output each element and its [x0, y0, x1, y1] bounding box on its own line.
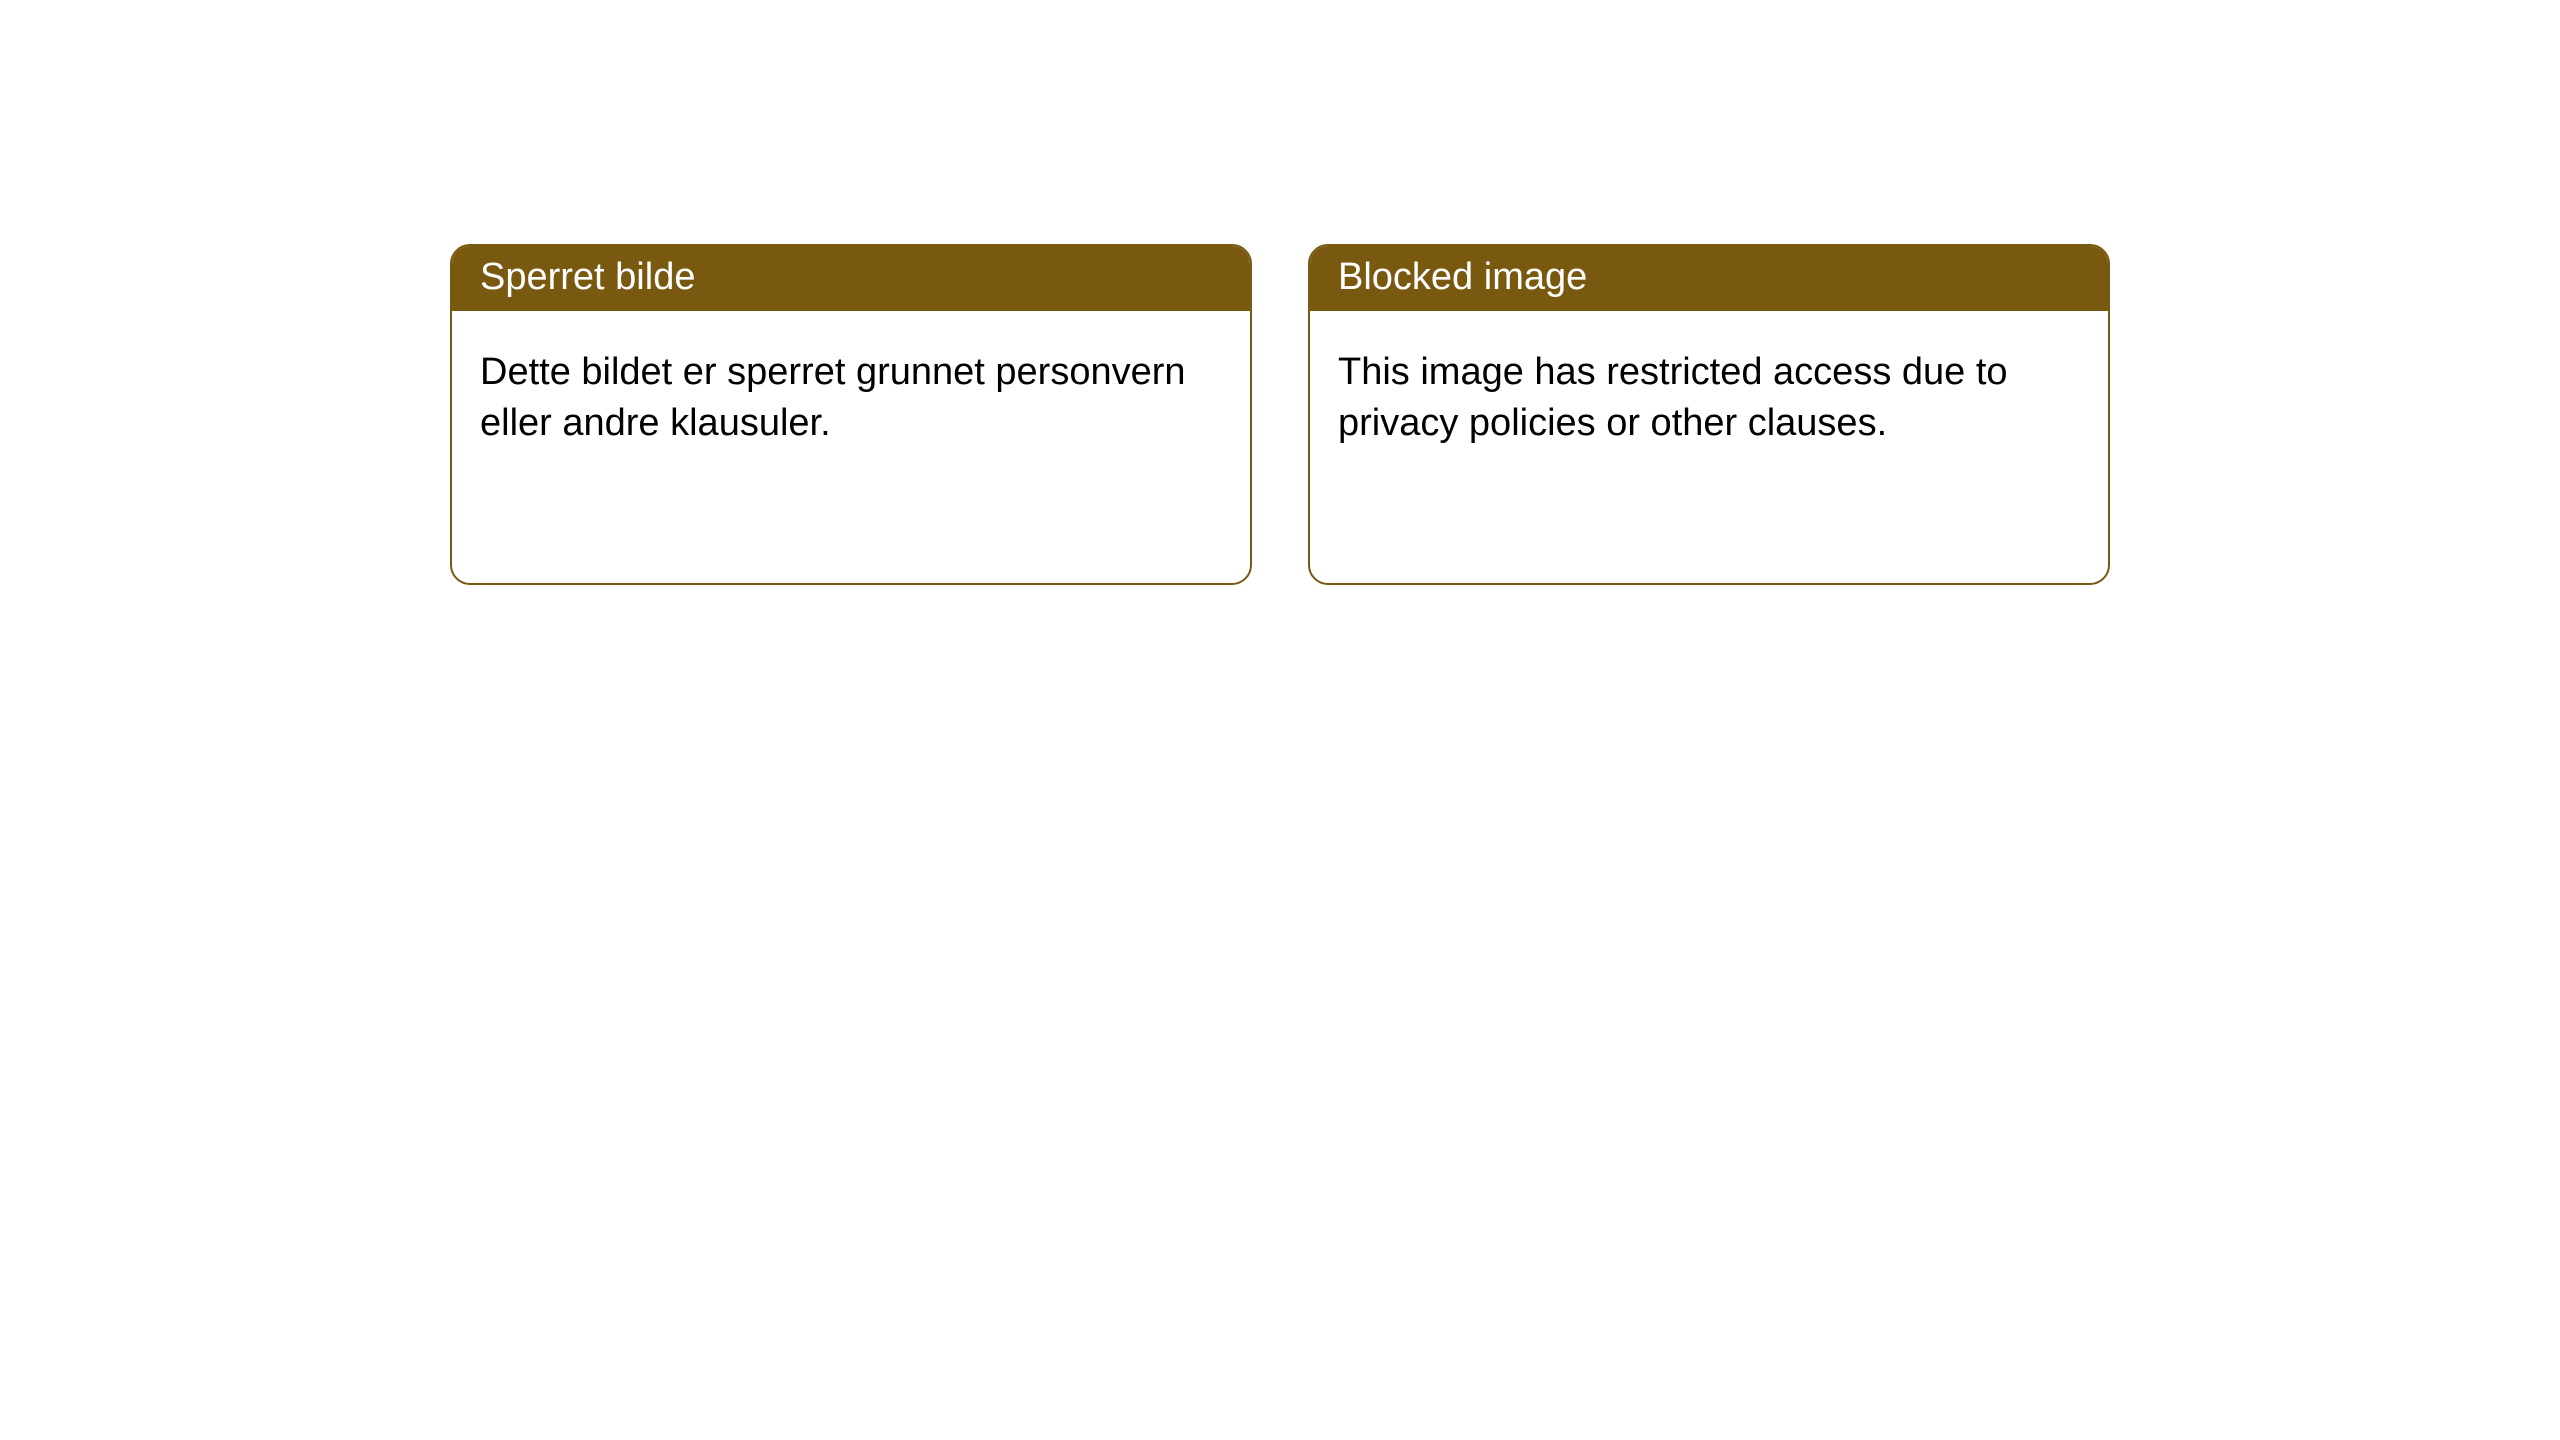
notice-text-english: This image has restricted access due to … — [1338, 347, 2080, 450]
blocked-image-notice-norwegian: Sperret bilde Dette bildet er sperret gr… — [450, 244, 1252, 585]
notice-title-english: Blocked image — [1310, 246, 2108, 311]
notice-container: Sperret bilde Dette bildet er sperret gr… — [0, 0, 2560, 585]
notice-text-norwegian: Dette bildet er sperret grunnet personve… — [480, 347, 1222, 450]
notice-body-norwegian: Dette bildet er sperret grunnet personve… — [452, 311, 1250, 583]
blocked-image-notice-english: Blocked image This image has restricted … — [1308, 244, 2110, 585]
notice-title-norwegian: Sperret bilde — [452, 246, 1250, 311]
notice-body-english: This image has restricted access due to … — [1310, 311, 2108, 583]
